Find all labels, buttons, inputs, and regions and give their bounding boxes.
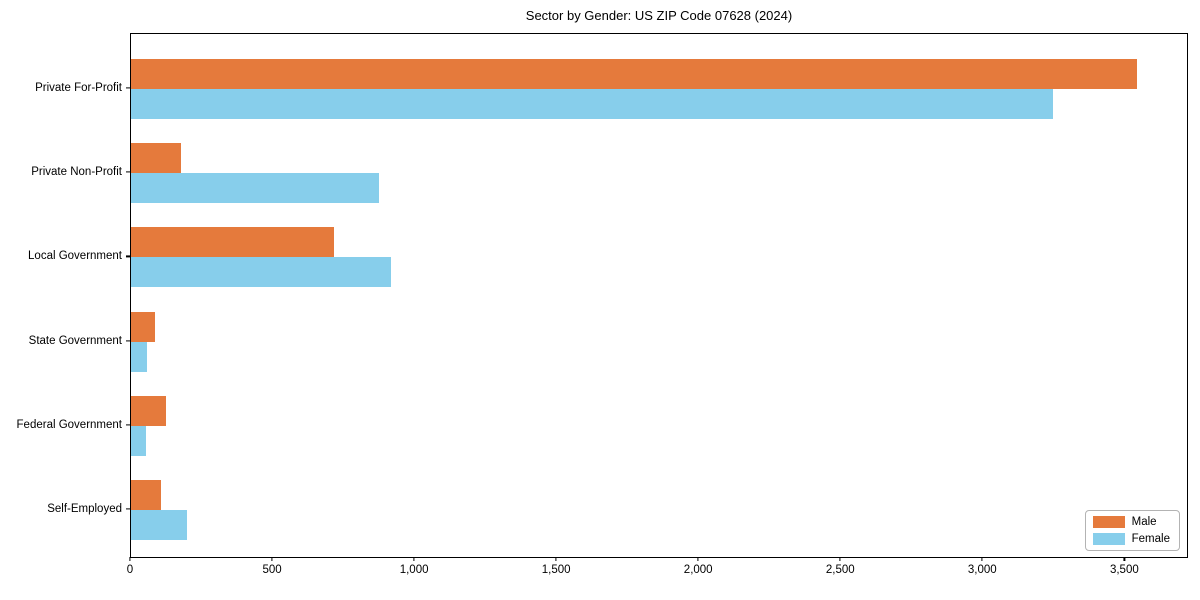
y-tick-label: Federal Government: [16, 418, 122, 431]
legend: Male Female: [1084, 510, 1180, 551]
y-tick-mark: [126, 255, 130, 257]
bar-male-2: [131, 227, 335, 258]
x-tick-label: 2,500: [825, 564, 855, 576]
x-tick-label: 1,000: [399, 564, 429, 576]
y-tick-label: Private For-Profit: [35, 82, 122, 94]
bar-female-4: [131, 425, 147, 456]
y-tick-mark: [126, 87, 130, 89]
legend-label: Female: [1131, 533, 1170, 545]
bar-female-1: [131, 173, 380, 204]
y-tick-mark: [126, 171, 130, 173]
x-tick-mark: [839, 557, 841, 561]
y-tick-mark: [126, 340, 130, 342]
x-tick-label: 0: [126, 564, 134, 576]
bar-male-0: [131, 59, 1137, 89]
bar-female-2: [131, 257, 392, 288]
y-tick-label: Self-Employed: [47, 503, 122, 515]
y-tick-label: Private Non-Profit: [31, 166, 122, 179]
legend-item-male: Male: [1092, 516, 1170, 528]
x-tick-mark: [1123, 557, 1125, 561]
x-tick-mark: [697, 557, 699, 561]
x-tick-label: 1,500: [541, 564, 571, 576]
y-tick-mark: [126, 508, 130, 510]
y-tick-label: State Government: [28, 334, 122, 347]
bar-female-5: [131, 510, 187, 540]
x-tick-mark: [129, 557, 131, 561]
legend-swatch-icon: [1092, 533, 1125, 545]
bar-female-0: [131, 89, 1053, 119]
x-tick-label: 2,000: [683, 564, 713, 576]
chart-title: Sector by Gender: US ZIP Code 07628 (202…: [525, 8, 793, 23]
bar-male-5: [131, 480, 162, 510]
legend-item-female: Female: [1092, 533, 1170, 545]
x-tick-mark: [555, 557, 557, 561]
x-tick-label: 500: [262, 564, 282, 576]
legend-swatch-icon: [1092, 516, 1125, 528]
x-tick-mark: [271, 557, 273, 561]
bar-male-4: [131, 395, 166, 426]
y-tick-mark: [126, 424, 130, 426]
x-tick-label: 3,000: [967, 564, 997, 576]
x-tick-mark: [981, 557, 983, 561]
plot-area: Male Female: [130, 33, 1188, 558]
bar-male-3: [131, 311, 156, 342]
x-tick-mark: [413, 557, 415, 561]
y-tick-label: Local Government: [28, 250, 122, 263]
x-tick-label: 3,500: [1109, 564, 1139, 576]
bar-male-1: [131, 143, 181, 174]
bar-female-3: [131, 341, 147, 372]
legend-label: Male: [1131, 516, 1157, 528]
